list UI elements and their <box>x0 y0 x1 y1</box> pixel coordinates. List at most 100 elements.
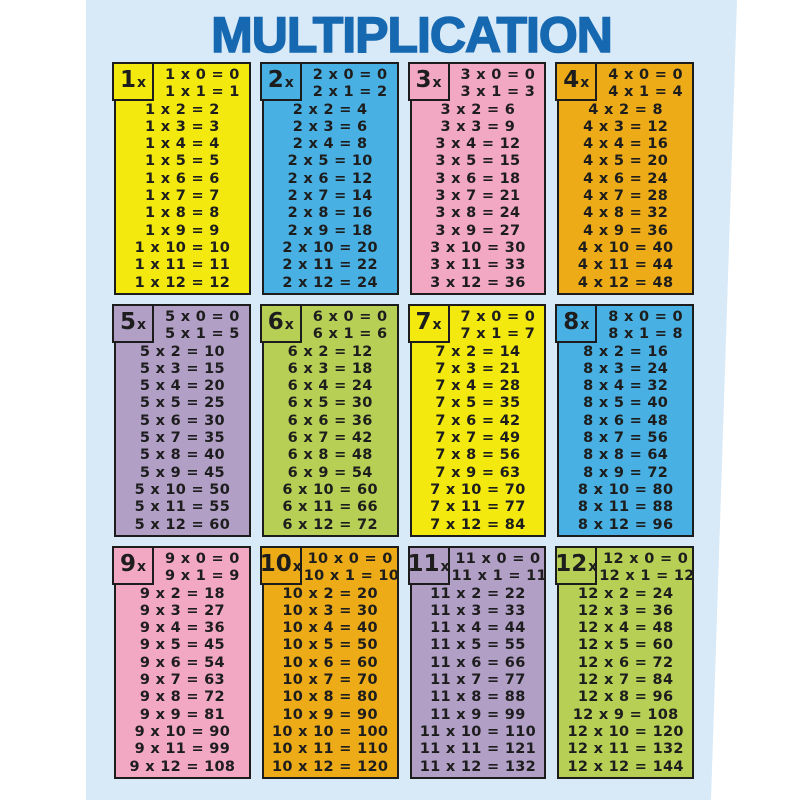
equation-row: 12 x 12 = 144 <box>567 758 684 775</box>
equation-row: 11 x 8 = 88 <box>430 689 526 706</box>
equation-row: 4 x 1 = 4 <box>608 84 683 101</box>
equation-row: 10 x 0 = 0 <box>307 551 393 567</box>
table-label-x: x <box>588 559 598 575</box>
equation-row: 4 x 5 = 20 <box>583 153 669 170</box>
table-label-x: x <box>580 75 590 91</box>
equation-row: 6 x 7 = 42 <box>287 430 373 447</box>
table-label-x: x <box>432 75 442 91</box>
equation-row: 1 x 7 = 7 <box>145 188 220 205</box>
equation-row: 11 x 6 = 66 <box>430 654 526 671</box>
equation-row: 11 x 1 = 11 <box>451 568 547 585</box>
equation-row: 2 x 1 = 2 <box>312 84 388 101</box>
equation-row: 2 x 7 = 14 <box>287 188 373 205</box>
equation-row: 6 x 9 = 54 <box>287 464 373 481</box>
table-label-number: 2 <box>267 67 284 93</box>
equation-row: 7 x 6 = 42 <box>435 412 521 429</box>
equation-row: 3 x 9 = 27 <box>435 222 521 239</box>
equation-row: 5 x 9 = 45 <box>139 464 225 481</box>
equation-row: 12 x 8 = 96 <box>577 689 674 706</box>
equation-row: 1 x 8 = 8 <box>145 205 220 222</box>
equation-row: 4 x 9 = 36 <box>583 222 669 239</box>
equation-row: 11 x 5 = 55 <box>430 637 526 654</box>
table-label-number: 11 <box>407 551 440 577</box>
equation-row: 9 x 5 = 45 <box>139 637 225 654</box>
equation-row: 3 x 3 = 9 <box>440 118 516 135</box>
table-panel-10x: 10 x 10 x 0 = 0 10 x 1 = 10 10 x 2 = 20 10 x… <box>262 546 399 779</box>
equation-row: 3 x 1 = 3 <box>460 84 536 101</box>
equation-row: 5 x 2 = 10 <box>139 343 225 360</box>
equation-row: 3 x 7 = 21 <box>435 188 521 205</box>
equation-row: 7 x 3 = 21 <box>435 360 521 377</box>
equation-row: 8 x 5 = 40 <box>583 395 669 412</box>
poster-title: MULTIPLICATION <box>211 7 612 63</box>
equation-row: 10 x 8 = 80 <box>282 689 378 706</box>
equation-row: 12 x 11 = 132 <box>567 741 684 758</box>
equation-row: 9 x 8 = 72 <box>139 689 225 706</box>
equation-row: 1 x 6 = 6 <box>145 170 220 187</box>
equation-row: 10 x 10 = 100 <box>272 723 389 740</box>
equation-row: 10 x 12 = 120 <box>272 758 389 775</box>
equation-row: 1 x 4 = 4 <box>145 136 220 153</box>
table-label-number: 5 <box>119 309 136 335</box>
equation-row: 11 x 10 = 110 <box>419 723 536 740</box>
equation-row: 5 x 4 = 20 <box>139 378 225 395</box>
equation-row: 9 x 3 = 27 <box>139 602 225 619</box>
equation-row: 4 x 4 = 16 <box>583 136 669 153</box>
equation-row: 1 x 10 = 10 <box>134 239 231 256</box>
equation-row: 12 x 1 = 12 <box>599 568 695 585</box>
equation-row: 9 x 0 = 0 <box>165 551 240 567</box>
table-label-box: 12 x <box>555 546 597 585</box>
equation-row: 4 x 6 = 24 <box>583 170 669 187</box>
equation-row: 9 x 9 = 81 <box>139 706 225 723</box>
table-panel-11x: 11 x 11 x 0 = 0 11 x 1 = 11 11 x 2 = 22 11 x… <box>410 546 547 779</box>
table-label-x: x <box>136 317 147 333</box>
equation-row: 7 x 0 = 0 <box>460 309 536 325</box>
table-label-x: x <box>136 75 147 91</box>
table-label-number: 1 <box>119 67 136 93</box>
equation-row: 5 x 1 = 5 <box>165 326 240 343</box>
equation-row: 6 x 2 = 12 <box>287 343 373 360</box>
table-label-number: 6 <box>267 309 284 335</box>
equation-row: 11 x 2 = 22 <box>430 585 526 602</box>
equation-row: 6 x 1 = 6 <box>312 326 388 343</box>
equation-row: 3 x 2 = 6 <box>440 101 516 118</box>
equation-row: 2 x 5 = 10 <box>287 153 373 170</box>
equation-row: 6 x 5 = 30 <box>287 395 373 412</box>
equation-row: 4 x 10 = 40 <box>577 239 674 256</box>
equation-row: 8 x 8 = 64 <box>583 447 669 464</box>
equation-row: 8 x 2 = 16 <box>583 343 669 360</box>
equation-row: 2 x 10 = 20 <box>282 239 378 256</box>
equation-row: 10 x 1 = 10 <box>303 568 400 585</box>
table-label-x: x <box>136 559 147 575</box>
table-label-number: 3 <box>415 67 432 93</box>
table-label-number: 7 <box>415 309 432 335</box>
equation-row: 3 x 10 = 30 <box>430 239 526 256</box>
equation-row: 10 x 3 = 30 <box>282 602 378 619</box>
equation-row: 6 x 3 = 18 <box>287 360 373 377</box>
table-label-x: x <box>432 317 442 333</box>
equation-row: 2 x 3 = 6 <box>292 118 368 135</box>
equation-row: 10 x 2 = 20 <box>282 585 378 602</box>
table-label-number: 9 <box>119 551 136 577</box>
equation-row: 2 x 4 = 8 <box>292 136 368 153</box>
table-label-x: x <box>292 559 302 575</box>
equation-row: 4 x 12 = 48 <box>577 274 674 291</box>
equation-row: 3 x 4 = 12 <box>435 136 521 153</box>
equation-row: 11 x 11 = 121 <box>419 741 536 758</box>
equation-list: 10 x 0 = 0 10 x 1 = 10 10 x 2 = 20 10 x 3 =… <box>264 548 397 776</box>
